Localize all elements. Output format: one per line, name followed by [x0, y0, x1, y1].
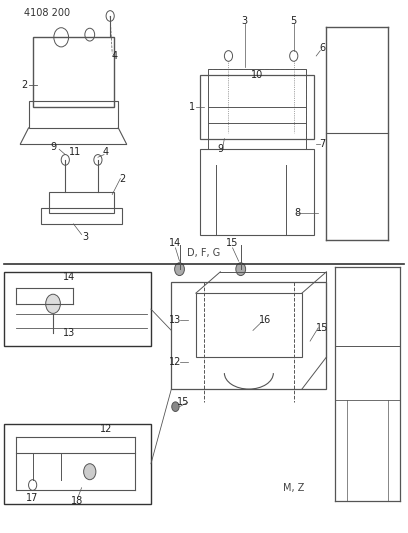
- Text: 6: 6: [319, 43, 326, 53]
- Text: 9: 9: [50, 142, 56, 151]
- Text: 17: 17: [27, 494, 39, 503]
- Text: 10: 10: [251, 70, 263, 79]
- Text: 14: 14: [63, 272, 75, 282]
- Bar: [200, 149, 314, 235]
- Text: 5: 5: [290, 17, 297, 26]
- Bar: [29, 101, 118, 128]
- Text: 8: 8: [295, 208, 301, 218]
- Text: 1: 1: [188, 102, 195, 111]
- Text: D, F, G: D, F, G: [187, 248, 221, 258]
- Circle shape: [236, 263, 246, 276]
- Text: 12: 12: [169, 358, 182, 367]
- Text: 4: 4: [111, 51, 118, 61]
- Text: 18: 18: [71, 496, 84, 506]
- Bar: [4, 424, 151, 504]
- Text: 2: 2: [119, 174, 126, 183]
- Text: 3: 3: [242, 17, 248, 26]
- Bar: [33, 37, 114, 107]
- Bar: [171, 282, 326, 389]
- Text: 9: 9: [217, 144, 224, 154]
- Text: 3: 3: [82, 232, 89, 242]
- Bar: [208, 69, 306, 149]
- Text: 16: 16: [259, 315, 271, 325]
- Circle shape: [46, 294, 60, 313]
- Bar: [49, 192, 114, 213]
- Text: 15: 15: [226, 238, 239, 247]
- Text: 14: 14: [169, 238, 182, 247]
- Text: 4: 4: [103, 147, 109, 157]
- Text: 7: 7: [319, 139, 326, 149]
- Text: 2: 2: [21, 80, 28, 90]
- Text: 15: 15: [316, 323, 328, 333]
- Text: 13: 13: [169, 315, 182, 325]
- Text: 4108 200: 4108 200: [24, 9, 71, 18]
- Text: 12: 12: [100, 424, 112, 434]
- Circle shape: [172, 402, 179, 411]
- Bar: [4, 272, 151, 346]
- Bar: [196, 293, 302, 357]
- Bar: [200, 75, 314, 139]
- Circle shape: [175, 263, 184, 276]
- Circle shape: [84, 464, 96, 480]
- Text: 15: 15: [177, 398, 190, 407]
- Text: 11: 11: [69, 147, 82, 157]
- Text: M, Z: M, Z: [283, 483, 304, 492]
- Text: 13: 13: [63, 328, 75, 338]
- Bar: [41, 208, 122, 224]
